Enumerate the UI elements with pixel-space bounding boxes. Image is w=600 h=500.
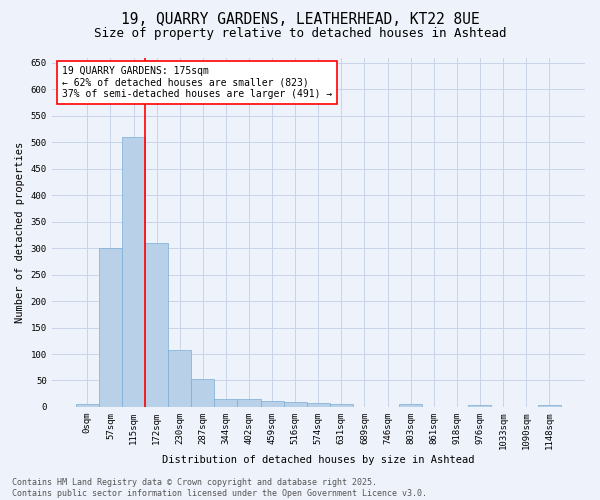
Bar	[399, 404, 422, 407]
X-axis label: Distribution of detached houses by size in Ashtead: Distribution of detached houses by size …	[162, 455, 475, 465]
Text: 19 QUARRY GARDENS: 175sqm
← 62% of detached houses are smaller (823)
37% of semi: 19 QUARRY GARDENS: 175sqm ← 62% of detac…	[62, 66, 332, 100]
Bar	[260, 400, 284, 407]
Bar	[99, 248, 122, 407]
Text: 19, QUARRY GARDENS, LEATHERHEAD, KT22 8UE: 19, QUARRY GARDENS, LEATHERHEAD, KT22 8U…	[121, 12, 479, 28]
Bar	[191, 379, 214, 407]
Bar	[214, 399, 238, 407]
Text: Contains HM Land Registry data © Crown copyright and database right 2025.
Contai: Contains HM Land Registry data © Crown c…	[12, 478, 427, 498]
Bar	[168, 350, 191, 407]
Y-axis label: Number of detached properties: Number of detached properties	[15, 142, 25, 323]
Bar	[307, 404, 330, 407]
Bar	[238, 399, 260, 407]
Text: Size of property relative to detached houses in Ashtead: Size of property relative to detached ho…	[94, 28, 506, 40]
Bar	[284, 402, 307, 407]
Bar	[122, 137, 145, 407]
Bar	[145, 243, 168, 407]
Bar	[76, 404, 99, 407]
Bar	[538, 406, 561, 407]
Bar	[469, 406, 491, 407]
Bar	[330, 404, 353, 407]
